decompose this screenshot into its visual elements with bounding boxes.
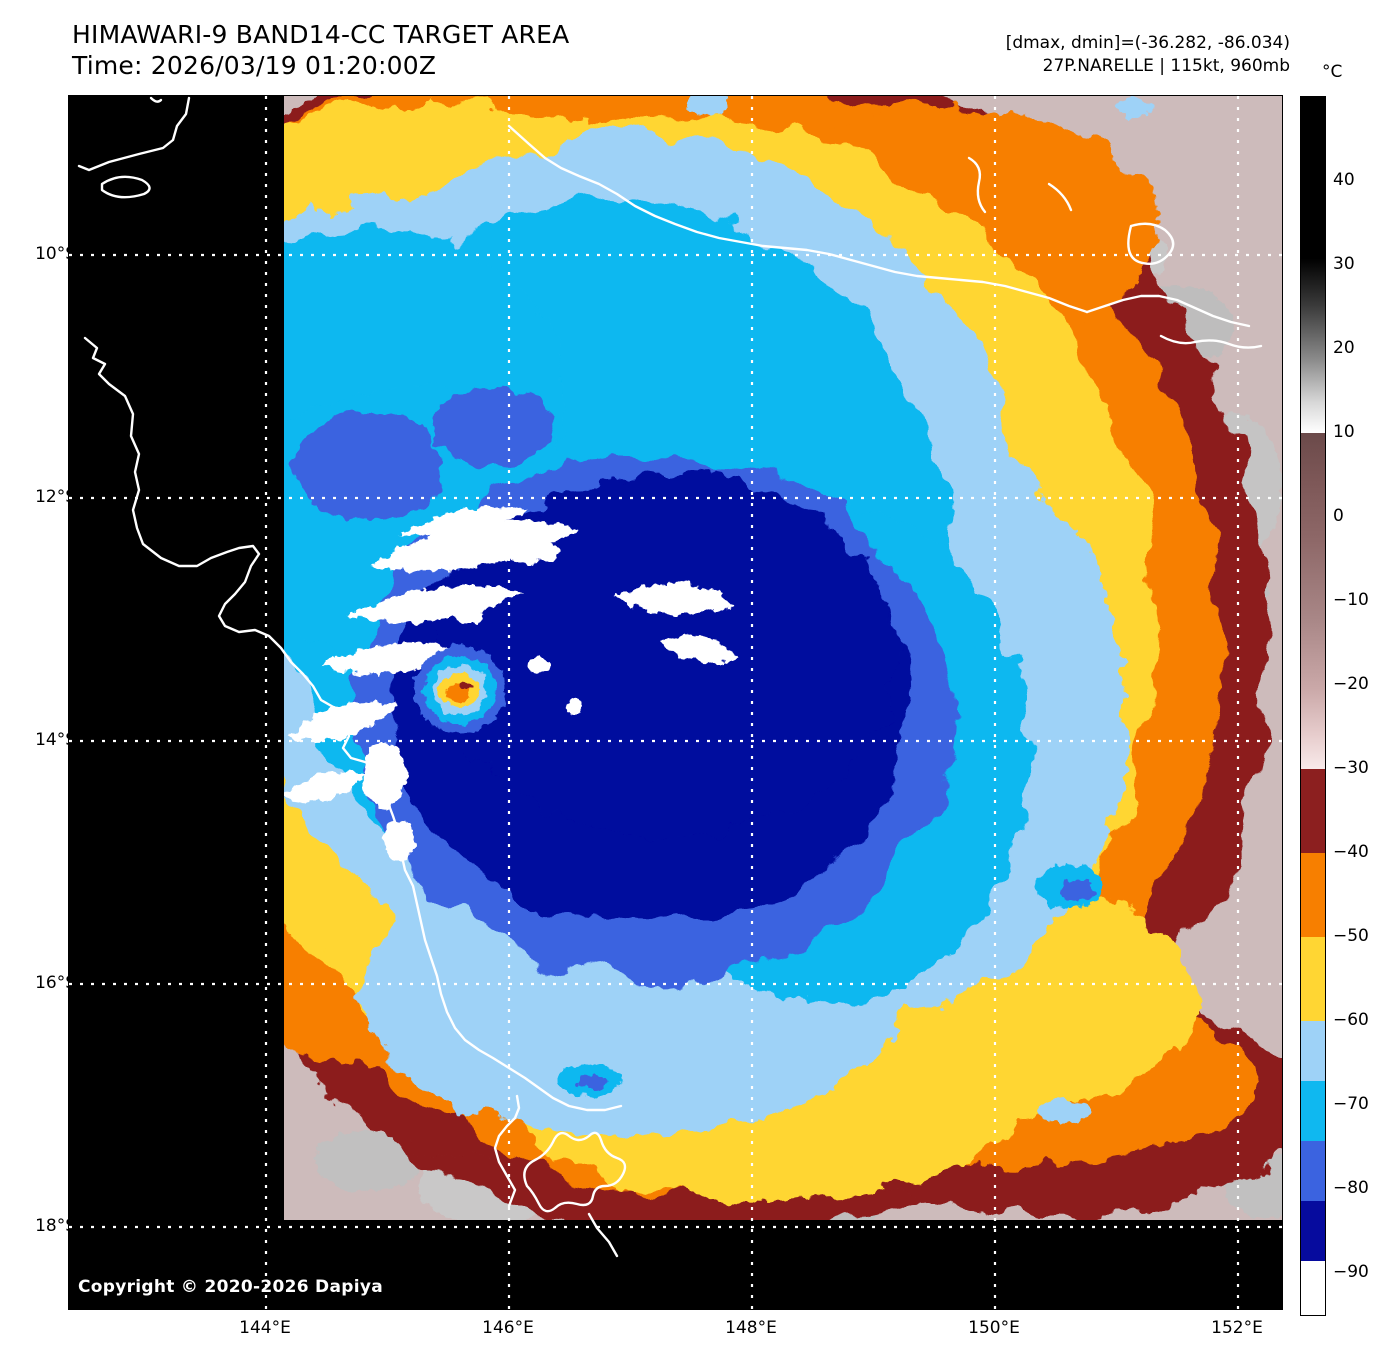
cbar-seg-coldest-white [1301,1261,1325,1315]
satellite-image-plot[interactable] [68,95,1283,1310]
colorbar-tick-label: −70 [1333,1094,1369,1114]
satellite-imagery-svg [69,96,1282,1309]
band-minus90-navy [391,476,907,926]
colorbar-tick-label: 30 [1333,254,1355,274]
colorbar-tick-label: −10 [1333,590,1369,610]
ytick-label: 10°S [35,244,76,264]
xtick-label: 146°E [482,1318,534,1338]
colorbar-tick-label: −90 [1333,1262,1369,1282]
cbar-seg-brown [1301,433,1325,769]
colorbar-tick-label: −80 [1333,1178,1369,1198]
data-range-label: [dmax, dmin]=(-36.282, -86.034) [1005,33,1290,53]
colorbar-tick-label: 40 [1333,170,1355,190]
cbar-seg-minus50 [1301,853,1325,937]
timestamp-label: Time: 2026/03/19 01:20:00Z [72,51,437,80]
colorbar-tick-label: −30 [1333,758,1369,778]
ir-brightness-temperature-field [284,96,1282,1220]
ytick-label: 12°S [35,487,76,507]
colorbar-tick-label: −60 [1333,1010,1369,1030]
cbar-seg-minus82-blue [1301,1141,1325,1201]
xtick-label: 150°E [968,1318,1020,1338]
colorbar-tick-label: −50 [1333,926,1369,946]
storm-info-label: 27P.NARELLE | 115kt, 960mb [1042,56,1290,76]
ytick-label: 16°S [35,973,76,993]
cbar-seg-minus60 [1301,937,1325,1021]
colorbar-tick-label: −20 [1333,674,1369,694]
copyright-label: Copyright © 2020-2026 Dapiya [78,1277,383,1297]
ytick-label: 14°S [35,730,76,750]
xtick-label: 148°E [725,1318,777,1338]
cbar-seg-minus70-light [1301,1021,1325,1081]
colorbar-tick-label: 20 [1333,338,1355,358]
colorbar-tick-label: 10 [1333,422,1355,442]
cyclone-eye [414,646,506,734]
page-title: HIMAWARI-9 BAND14-CC TARGET AREA [72,20,570,49]
scattered-cold-cells [557,96,1152,1123]
cbar-seg-grayscale [1301,97,1325,433]
cbar-seg-minus40 [1301,769,1325,853]
colorbar-unit-label: °C [1322,62,1343,82]
lat-lon-gridlines [69,96,1282,1309]
coastline-overlay [77,96,1263,1258]
cbar-seg-minus75-cyan [1301,1081,1325,1141]
cbar-seg-minus90-navy [1301,1201,1325,1261]
xtick-label: 152°E [1211,1318,1263,1338]
xtick-label: 144°E [239,1318,291,1338]
colorbar-tick-label: −40 [1333,842,1369,862]
ytick-label: 18°S [35,1216,76,1236]
temperature-colorbar[interactable] [1300,96,1326,1316]
header-title-block: HIMAWARI-9 BAND14-CC TARGET AREA Time: 2… [72,20,569,82]
header-meta-block: [dmax, dmin]=(-36.282, -86.034) 27P.NARE… [1006,32,1290,78]
colorbar-tick-label: 0 [1333,506,1344,526]
band-coldest-white [284,506,737,861]
